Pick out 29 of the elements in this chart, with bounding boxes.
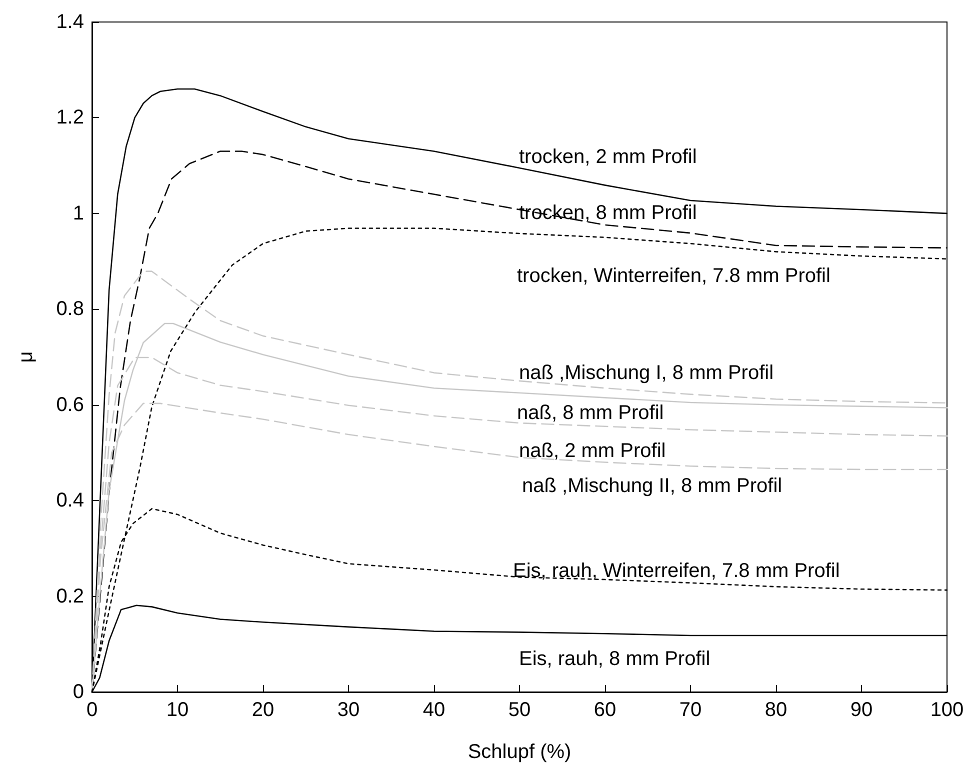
annotation: naß, 8 mm Profil [517,402,664,424]
x-tick-label: 0 [86,699,98,721]
annotation: naß ,Mischung I, 8 mm Profil [519,362,774,384]
x-tick-label: 60 [594,699,616,721]
annotation: naß ,Mischung II, 8 mm Profil [522,475,782,497]
x-tick-label: 80 [764,699,788,721]
y-tick-label: 0 [72,681,84,703]
y-tick-label: 0.6 [56,394,84,416]
x-tick-label: 20 [252,699,274,721]
y-tick-label: 0.8 [56,298,84,320]
x-tick-label: 40 [422,699,446,721]
y-tick-label: 0.4 [56,490,84,512]
x-tick-label: 30 [337,699,360,721]
y-tick-label: 1.4 [56,11,84,33]
y-axis-title: μ [15,351,37,363]
annotation: trocken, Winterreifen, 7.8 mm Profil [517,265,830,287]
x-tick-label: 10 [166,699,189,721]
x-tick-label: 70 [679,699,702,721]
annotation: trocken, 2 mm Profil [519,146,697,168]
annotation: Eis, rauh, Winterreifen, 7.8 mm Profil [513,560,840,582]
x-tick-label: 100 [930,699,964,721]
x-tick-label: 90 [850,699,873,721]
y-tick-label: 1 [72,202,84,224]
annotation: Eis, rauh, 8 mm Profil [519,648,710,670]
x-axis-title: Schlupf (%) [468,741,572,763]
y-tick-label: 0.2 [56,585,84,608]
annotation: naß, 2 mm Profil [519,440,666,462]
x-tick-label: 50 [508,699,531,721]
y-tick-label: 1.2 [56,106,84,129]
